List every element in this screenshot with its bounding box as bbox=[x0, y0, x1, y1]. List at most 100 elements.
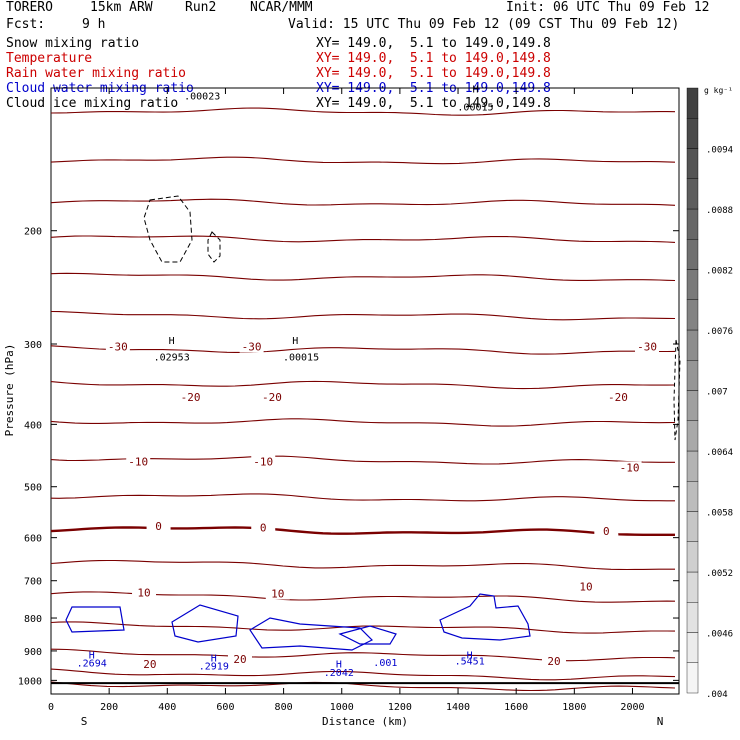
colorbar-tick-label: .0076 bbox=[706, 327, 733, 337]
org-label: NCAR/MMM bbox=[250, 0, 313, 15]
cloud-water-contour bbox=[249, 617, 374, 651]
temperature-label: 0 bbox=[603, 525, 610, 538]
field-name: Rain water mixing ratio bbox=[6, 66, 187, 81]
temperature-label: -30 bbox=[242, 341, 262, 354]
init-time: Init: 06 UTC Thu 09 Feb 12 bbox=[506, 0, 710, 15]
x-tick-label: 1000 bbox=[330, 702, 354, 713]
colorbar-swatch bbox=[686, 632, 699, 663]
field-name: Snow mixing ratio bbox=[6, 36, 140, 51]
colorbar-swatch bbox=[686, 299, 699, 331]
colorbar-swatch bbox=[686, 481, 699, 512]
x-tick-label: 1600 bbox=[504, 702, 528, 713]
field-xy: XY= 149.0, 5.1 to 149.0,149.8 bbox=[316, 96, 551, 111]
cloud-water-contour bbox=[338, 625, 397, 645]
isotherm-line bbox=[50, 345, 676, 355]
temperature-label: 20 bbox=[143, 658, 156, 671]
colorbar-swatch bbox=[686, 390, 699, 421]
max-label: .00015 bbox=[283, 352, 319, 363]
max-label: H bbox=[336, 660, 342, 671]
x-tick-label: 800 bbox=[275, 702, 293, 713]
colorbar-swatch bbox=[686, 178, 699, 210]
isotherm-line bbox=[50, 235, 676, 243]
isotherm-line bbox=[50, 198, 676, 206]
field-xy: XY= 149.0, 5.1 to 149.0,149.8 bbox=[316, 51, 551, 66]
colorbar-tick-label: .0046 bbox=[706, 630, 733, 640]
x-tick-label: 0 bbox=[48, 702, 54, 713]
max-label: .5451 bbox=[455, 657, 485, 668]
isotherm-line bbox=[50, 621, 676, 634]
temperature-label: -10 bbox=[620, 461, 640, 474]
temperature-label: 10 bbox=[137, 586, 150, 599]
axes: 0 200 400 600 800 1000 1200 1400 1600 1800 2000200… bbox=[18, 88, 679, 713]
temperature-label: 20 bbox=[233, 653, 246, 666]
valid-time: Valid: 15 UTC Thu 09 Feb 12 (09 CST Thu … bbox=[288, 17, 680, 32]
temperature-label-bg bbox=[239, 340, 264, 353]
isotherm-line bbox=[50, 526, 675, 536]
y-tick-label: 900 bbox=[24, 647, 42, 658]
temperature-label-bg bbox=[227, 652, 252, 665]
colorbar-swatch bbox=[686, 118, 699, 149]
colorbar-swatch bbox=[686, 239, 699, 270]
x-tick-label: 1800 bbox=[562, 702, 586, 713]
colorbar-swatch bbox=[686, 87, 699, 119]
colorbar: .004 .0046 .0052 .0058 .0064 .007 .0076 .0082 .0… bbox=[686, 86, 733, 700]
north-label: N bbox=[657, 715, 664, 728]
max-label: H bbox=[472, 85, 478, 96]
cloud-water-contour bbox=[65, 606, 125, 633]
temperature-label-bg bbox=[178, 390, 203, 403]
model-name: TORERO bbox=[6, 0, 53, 15]
temperature-label: -20 bbox=[608, 391, 628, 404]
temperature-label-bg bbox=[132, 586, 157, 599]
colorbar-unit: g kg⁻¹ bbox=[704, 86, 733, 95]
cloud-water-contour bbox=[171, 604, 239, 643]
isotherm-line bbox=[50, 156, 676, 165]
cloud-water-contour bbox=[439, 593, 531, 641]
colorbar-swatch bbox=[686, 148, 699, 179]
max-label: .00015 bbox=[457, 102, 493, 113]
temperature-label: -10 bbox=[128, 455, 148, 468]
temperature-label-bg bbox=[105, 340, 130, 353]
temperature-label: -30 bbox=[637, 341, 657, 354]
colorbar-swatch bbox=[686, 511, 699, 542]
colorbar-swatch bbox=[686, 208, 699, 240]
y-tick-label: 600 bbox=[24, 534, 42, 545]
isotherm-line bbox=[50, 455, 675, 465]
temperature-label-bg bbox=[635, 340, 660, 353]
forecast-value: 9 h bbox=[82, 17, 106, 32]
y-tick-label: 800 bbox=[24, 614, 42, 625]
isotherm-line bbox=[50, 668, 676, 681]
x-tick-label: 1400 bbox=[446, 702, 470, 713]
temperature-label: -30 bbox=[108, 341, 128, 354]
max-label: H bbox=[89, 651, 95, 662]
field-name: Cloud ice mixing ratio bbox=[6, 96, 179, 111]
max-label: .001 bbox=[373, 658, 397, 669]
isotherm-line bbox=[50, 107, 676, 116]
temperature-label-bg bbox=[265, 587, 290, 600]
cloud-ice-contour bbox=[673, 339, 681, 441]
field-name: Temperature bbox=[6, 51, 93, 66]
temperature-label-bg bbox=[541, 655, 566, 668]
field-xy: XY= 149.0, 5.1 to 149.0,149.8 bbox=[316, 66, 551, 81]
colorbar-swatch bbox=[686, 541, 699, 573]
temperature-label-bg bbox=[259, 390, 284, 403]
isotherm-line bbox=[50, 418, 676, 427]
max-label: .00023 bbox=[184, 91, 220, 102]
isotherm-line bbox=[50, 681, 676, 692]
grid-label: 15km ARW bbox=[90, 0, 153, 15]
max-label: .02953 bbox=[154, 352, 190, 363]
y-tick-label: 300 bbox=[24, 340, 42, 351]
x-tick-label: 2000 bbox=[620, 702, 644, 713]
y-tick-label: 700 bbox=[24, 577, 42, 588]
isotherm-line bbox=[50, 272, 676, 282]
temperature-label: 20 bbox=[547, 655, 560, 668]
x-tick-label: 200 bbox=[100, 702, 118, 713]
colorbar-tick-label: .007 bbox=[706, 388, 728, 398]
colorbar-swatch bbox=[686, 360, 699, 391]
max-label: .2919 bbox=[199, 662, 229, 673]
field-xy: XY= 149.0, 5.1 to 149.0,149.8 bbox=[316, 36, 551, 51]
isotherm-line bbox=[50, 380, 676, 390]
cloud-contours bbox=[65, 195, 681, 651]
colorbar-swatch bbox=[686, 329, 699, 361]
isotherm-line bbox=[50, 648, 676, 662]
